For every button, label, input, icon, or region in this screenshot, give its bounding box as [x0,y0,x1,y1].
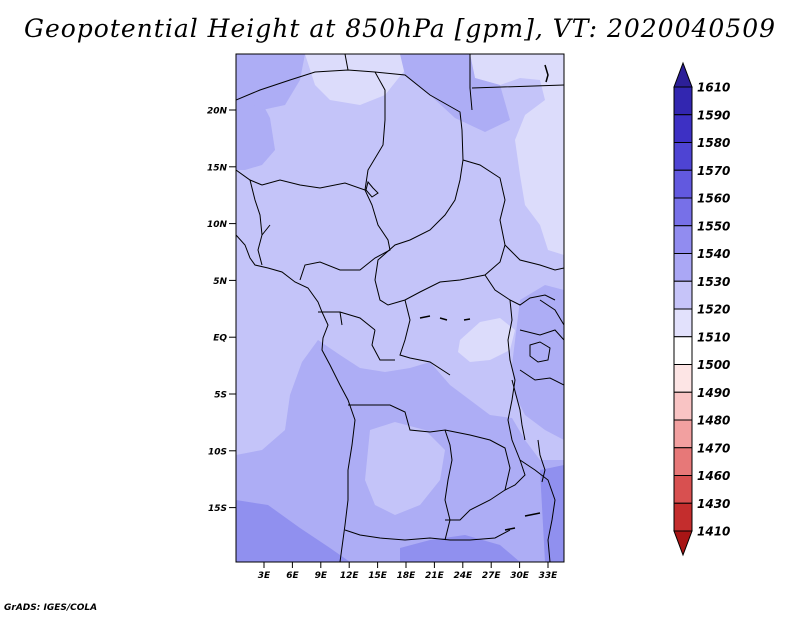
colorbar-swatch [673,502,693,532]
colorbar: 1610 1590 1580 1570 1560 1550 1540 1530 1520 1510… [673,61,730,557]
colorbar-level-label: 1590 [697,108,730,122]
colorbar-level-label: 1540 [697,247,730,261]
colorbar-level-label: 1550 [697,219,730,233]
colorbar-level-label: 1510 [697,330,730,344]
map-title: Geopotential Height at 850hPa [gpm], VT:… [23,14,777,43]
lat-tick-label: 5N [213,277,227,287]
border-nigeria [261,179,391,281]
colorbar-swatch [673,419,693,449]
colorbar-level-label: 1430 [697,497,730,511]
fill-region-1550-southcentral [400,535,520,562]
lon-tick-label: 12E [340,571,360,581]
colorbar-level-label: 1610 [697,81,730,95]
colorbar-swatch [673,364,693,393]
west-africa-borders [236,169,271,266]
inland-water-3 [544,64,549,83]
lat-tick-label: 15N [207,163,228,173]
coastline-west [236,234,356,562]
lake-victoria [529,341,551,363]
longitude-axis: 3E 6E 9E 12E 15E 18E 21E 24E 27E 30E 33E [258,562,558,581]
lon-tick-label: 15E [368,571,388,581]
lon-tick-label: 6E [286,571,299,581]
colorbar-level-label: 1500 [697,358,730,372]
inland-water-2 [504,512,541,531]
lat-tick-label: 20N [207,107,228,117]
border-north-2 [344,54,386,191]
colorbar-level-label: 1460 [697,469,730,483]
fill-region-1520-congo [458,318,515,362]
colorbar-swatch [673,253,693,282]
colorbar-level-label: 1560 [697,192,730,206]
lon-tick-label: 21E [425,571,445,581]
lon-tick-label: 33E [539,571,559,581]
fill-region-1520-east [470,54,564,255]
colorbar-swatch [673,391,693,421]
colorbar-swatch [673,169,693,199]
colorbar-level-label: 1520 [697,303,730,317]
lat-tick-label: 15S [208,504,227,514]
border-drc-east [504,299,526,491]
border-zambia [444,429,511,521]
lon-tick-label: 30E [510,571,530,581]
colorbar-level-label: 1480 [697,414,730,428]
lon-tick-label: 18E [397,571,417,581]
grads-credit: GrADS: IGES/COLA [4,603,98,613]
lake-malawi [537,439,546,483]
colorbar-swatch [673,86,693,116]
fill-region-1540-north [236,54,305,110]
colorbar-level-label: 1570 [697,164,730,178]
border-mozambique [519,459,556,562]
border-east-africa [519,299,564,386]
border-cameroon-gabon [318,311,395,361]
colorbar-swatch [673,336,693,365]
fill-region-1540-northeast [400,54,510,132]
lat-tick-label: 10S [208,447,227,457]
lon-tick-label: 27E [482,571,502,581]
colorbar-swatch [673,142,693,171]
lon-tick-label: 3E [258,571,271,581]
border-chad-car [374,159,506,306]
lat-tick-label: 10N [207,220,228,230]
colorbar-swatch [673,308,693,338]
fill-region-1550-southwest [236,500,350,562]
lat-tick-label: EQ [213,334,227,344]
colorbar-level-label: 1580 [697,136,730,150]
map-frame [235,53,565,563]
contour-fill [236,54,564,562]
lon-tick-label: 24E [453,571,473,581]
colorbar-level-label: 1410 [697,525,730,539]
tiny-lakes [419,64,549,531]
colorbar-swatch [673,197,693,227]
lon-tick-label: 9E [315,571,328,581]
border-namibia-south [344,529,511,541]
country-borders [236,54,564,562]
colorbar-level-label: 1490 [697,386,730,400]
border-drc-north [399,274,556,376]
fill-region-1540-west [236,90,275,170]
lake-tanganyika [511,379,526,441]
fill-region-1530-angola [365,422,445,515]
colorbar-swatch [673,225,693,254]
lake-chad [365,180,379,198]
colorbar-bottom-arrow [673,530,693,557]
border-sudan [462,159,564,271]
colorbar-swatch [673,280,693,310]
colorbar-level-label: 1530 [697,275,730,289]
latitude-axis: 20N 15N 10N 5N EQ 5S 10S 15S [207,107,236,514]
colorbar-swatch [673,475,693,504]
inland-water-1 [419,315,471,321]
border-libya-egypt [469,54,564,111]
colorbar-swatch [673,114,693,143]
lat-tick-label: 5S [214,391,227,401]
fill-region-1520-north [305,54,405,105]
colorbar-top-arrow [673,61,693,88]
fill-region-1550-east [540,465,564,562]
colorbar-swatch [673,447,693,476]
colorbar-level-label: 1470 [697,441,730,455]
